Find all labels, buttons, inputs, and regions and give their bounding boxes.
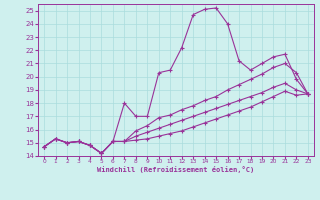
X-axis label: Windchill (Refroidissement éolien,°C): Windchill (Refroidissement éolien,°C)	[97, 166, 255, 173]
